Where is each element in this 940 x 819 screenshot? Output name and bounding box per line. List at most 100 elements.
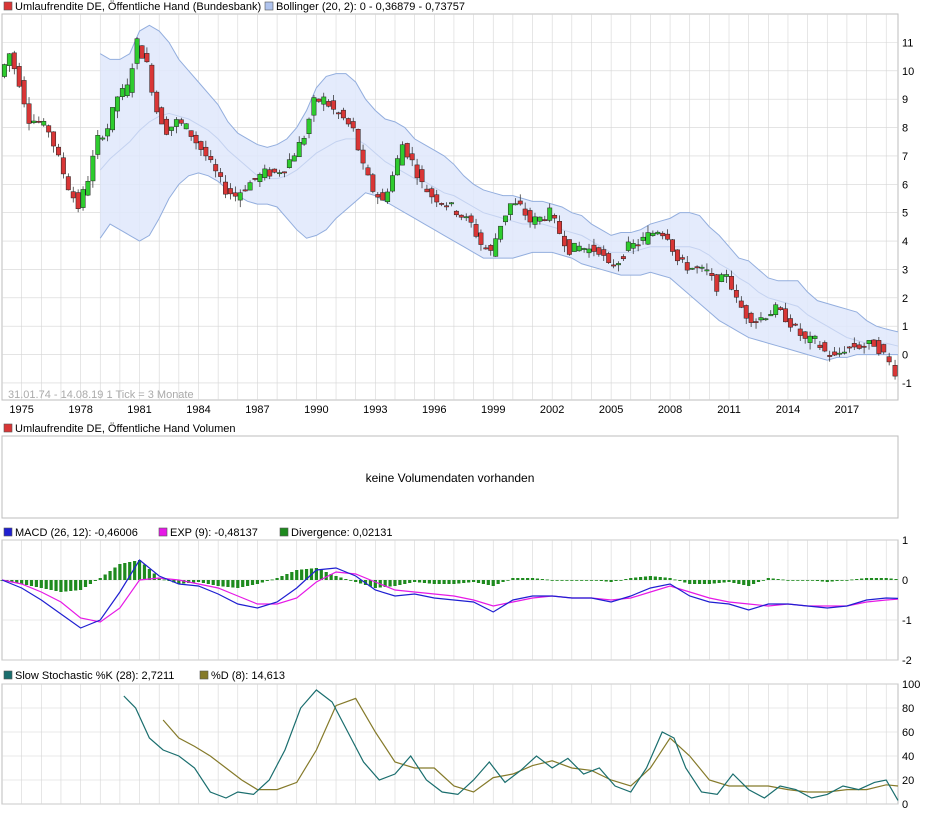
divergence-bar — [850, 579, 854, 581]
candle-up — [124, 84, 130, 97]
divergence-bar — [673, 579, 677, 581]
candle-up — [321, 96, 327, 105]
candle-up — [390, 175, 395, 192]
candle-down — [670, 239, 675, 252]
candle-down — [562, 235, 567, 247]
divergence-bar — [806, 580, 810, 581]
candle-up — [581, 248, 587, 250]
divergence-bar — [93, 580, 97, 581]
candle-up — [183, 123, 189, 130]
candle-up — [507, 203, 513, 215]
candle-down — [370, 174, 376, 192]
candle-down — [434, 194, 440, 203]
divergence-bar — [216, 580, 220, 586]
x-tick-label: 1984 — [186, 404, 210, 416]
legend-divergence-swatch — [279, 527, 289, 537]
range-watermark: 31.01.74 - 14.08.19 1 Tick = 3 Monate — [8, 389, 194, 401]
candle-down — [778, 307, 784, 310]
no-volume-message: keine Volumendaten vorhanden — [366, 471, 535, 485]
divergence-bar — [226, 580, 230, 587]
candle-down — [218, 172, 224, 177]
divergence-bar — [103, 574, 107, 580]
candle-down — [11, 52, 17, 70]
divergence-bar — [285, 574, 289, 580]
legend-macd-label: MACD (26, 12): -0,46006 — [15, 527, 138, 539]
candle-down — [139, 45, 145, 59]
divergence-bar — [776, 579, 780, 580]
candle-down — [453, 210, 459, 216]
price-y-tick-label: 6 — [902, 179, 908, 191]
divergence-bar — [481, 580, 486, 584]
divergence-bar — [133, 561, 137, 580]
divergence-bar — [467, 580, 471, 583]
candle-down — [797, 328, 803, 336]
candle-down — [660, 232, 666, 237]
divergence-bar — [580, 580, 584, 581]
divergence-bar — [393, 580, 397, 586]
divergence-bar — [329, 574, 333, 580]
divergence-bar — [530, 578, 535, 580]
divergence-bar — [663, 577, 667, 580]
candle-down — [409, 153, 415, 161]
candle-up — [493, 238, 499, 257]
divergence-bar — [196, 580, 201, 582]
candle-down — [557, 221, 562, 234]
candle-up — [129, 68, 135, 93]
candle-down — [861, 345, 867, 348]
legend-bollinger-label: Bollinger (20, 2): 0 - 0,36879 - 0,73757 — [276, 1, 465, 13]
legend-bollinger-swatch — [264, 1, 274, 11]
candle-down — [665, 233, 671, 240]
candle-down — [709, 273, 715, 276]
divergence-bar — [879, 578, 883, 580]
candle-up — [537, 216, 543, 222]
bollinger-band-fill — [100, 25, 899, 361]
candle-down — [203, 146, 209, 157]
candle-up — [247, 182, 253, 191]
candle-down — [802, 331, 808, 339]
candle-down — [738, 300, 744, 308]
divergence-bar — [702, 580, 707, 584]
divergence-bar — [712, 580, 716, 584]
candle-up — [80, 189, 86, 208]
candle-up — [85, 180, 91, 196]
candle-up — [655, 231, 661, 235]
candle-down — [208, 156, 214, 161]
legend-k-label: Slow Stochastic %K (28): 2,7211 — [15, 670, 174, 682]
divergence-bar — [147, 569, 151, 580]
x-tick-label: 1978 — [68, 404, 92, 416]
candle-up — [724, 274, 730, 277]
divergence-bar — [231, 580, 235, 588]
candle-up — [301, 137, 307, 145]
candle-down — [429, 188, 435, 198]
divergence-bar — [462, 580, 466, 583]
divergence-bar — [211, 580, 215, 585]
divergence-bar — [629, 578, 633, 580]
candle-down — [414, 164, 420, 179]
candle-up — [699, 266, 705, 269]
divergence-bar — [255, 580, 260, 584]
candle-down — [75, 192, 81, 209]
candle-up — [385, 191, 391, 202]
candle-up — [645, 232, 651, 245]
candle-up — [532, 216, 538, 225]
divergence-bar — [648, 576, 653, 580]
candle-down — [783, 308, 788, 323]
candle-down — [684, 262, 690, 271]
divergence-bar — [643, 576, 648, 580]
candle-down — [267, 169, 273, 177]
candle-down — [340, 109, 346, 119]
divergence-bar — [98, 578, 102, 580]
divergence-bar — [339, 577, 343, 580]
divergence-bar — [44, 580, 48, 589]
divergence-bar — [191, 580, 196, 583]
divergence-bar — [766, 578, 770, 580]
divergence-bar — [889, 578, 893, 580]
price-x-axis: 1975 1978 1981 1984 1987 1990 1993 1996 1999 2002… — [9, 404, 859, 416]
candle-down — [601, 249, 607, 256]
divergence-bar — [383, 580, 387, 587]
candle-down — [606, 253, 612, 263]
divergence-bar — [177, 580, 181, 584]
candle-up — [763, 318, 769, 321]
price-y-tick-label: 10 — [902, 66, 914, 78]
